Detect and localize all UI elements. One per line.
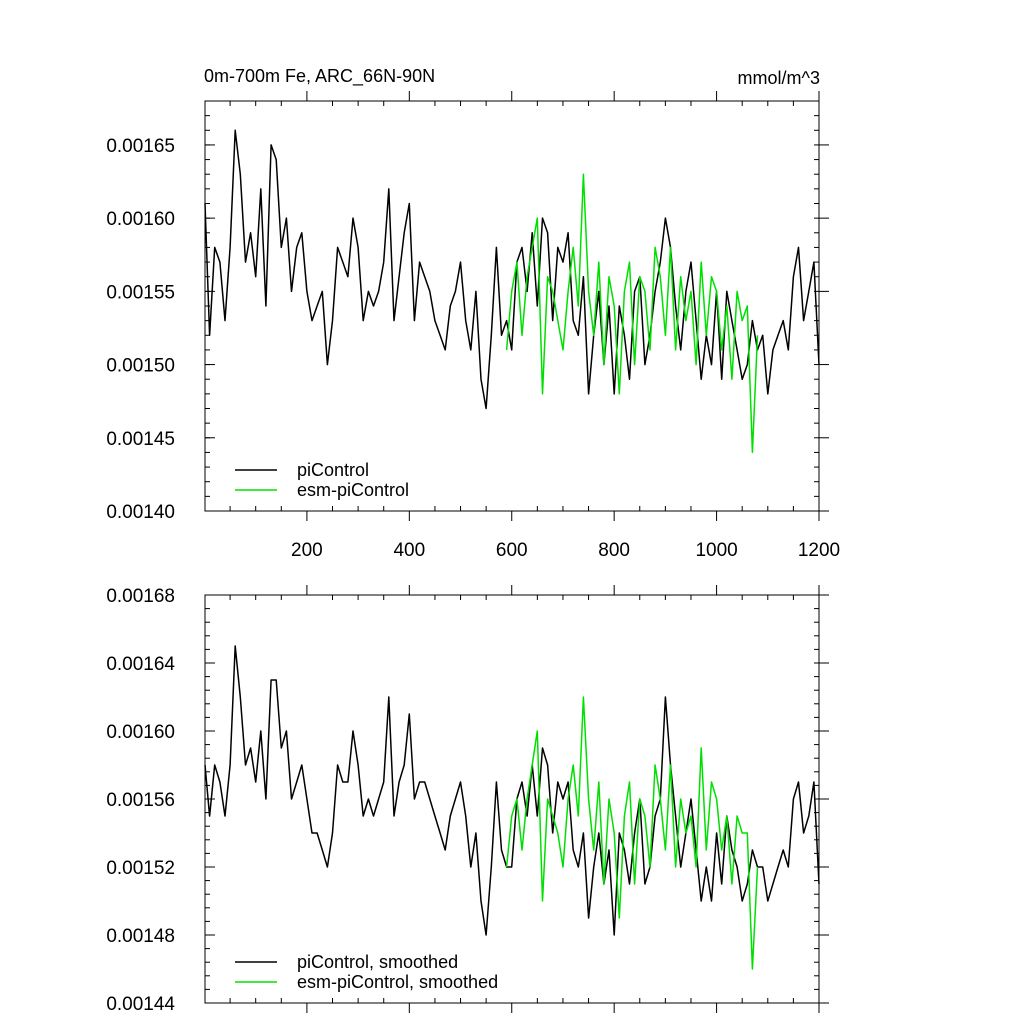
x-tick-label: 1200: [798, 540, 840, 561]
top-plot-frame: [204, 100, 820, 512]
x-tick-label: 800: [598, 540, 630, 561]
top-ticks: [205, 91, 829, 521]
bottom-panel: 0.00144 0.00148 0.00152 0.00156 0.00160 0.001…: [106, 585, 829, 1015]
bottom-y-tick-labels: 0.00144 0.00148 0.00152 0.00156 0.00160 0.001…: [106, 586, 175, 1015]
y-tick-label: 0.00160: [106, 209, 175, 230]
x-tick-label: 600: [496, 540, 528, 561]
y-tick-label: 0.00165: [106, 136, 175, 157]
y-tick-label: 0.00140: [106, 502, 175, 523]
series-line-picontrol: [204, 129, 820, 410]
top-series: [204, 129, 820, 454]
y-tick-label: 0.00145: [106, 429, 175, 450]
x-tick-label: 1000: [695, 540, 737, 561]
y-tick-label: 0.00150: [106, 356, 175, 377]
top-y-tick-labels: 0.00140 0.00145 0.00150 0.00155 0.00160 0.001…: [106, 136, 175, 523]
y-tick-label: 0.00155: [106, 282, 175, 303]
top-chart-title: 0m-700m Fe, ARC_66N-90N: [204, 66, 435, 87]
top-panel: 0m-700m Fe, ARC_66N-90N mmol/m^3 200 400 6…: [106, 66, 840, 561]
bottom-legend-label-picontrol: piControl, smoothed: [297, 952, 458, 972]
bottom-series: [204, 645, 820, 970]
y-tick-label: 0.00144: [106, 994, 175, 1015]
x-tick-label: 200: [291, 540, 323, 561]
y-tick-label: 0.00156: [106, 790, 175, 811]
series-line-esm-picontrol: [505, 173, 759, 454]
series-line-picontrol-smoothed: [204, 645, 820, 936]
top-chart-units: mmol/m^3: [738, 68, 820, 88]
y-tick-label: 0.00160: [106, 722, 175, 743]
top-legend-label-picontrol: piControl: [297, 460, 369, 480]
y-tick-label: 0.00168: [106, 586, 175, 607]
top-legend-label-esm-picontrol: esm-piControl: [297, 480, 409, 500]
bottom-plot-frame: [204, 594, 820, 1004]
top-x-tick-labels: 200 400 600 800 1000 1200: [291, 540, 840, 561]
bottom-legend-label-esm-picontrol: esm-piControl, smoothed: [297, 972, 498, 992]
top-legend: piControl esm-piControl: [235, 460, 409, 500]
y-tick-label: 0.00148: [106, 926, 175, 947]
y-tick-label: 0.00164: [106, 654, 175, 675]
x-tick-label: 400: [393, 540, 425, 561]
series-line-esm-picontrol-smoothed: [505, 696, 759, 970]
y-tick-label: 0.00152: [106, 858, 175, 879]
bottom-legend: piControl, smoothed esm-piControl, smoot…: [235, 952, 498, 992]
